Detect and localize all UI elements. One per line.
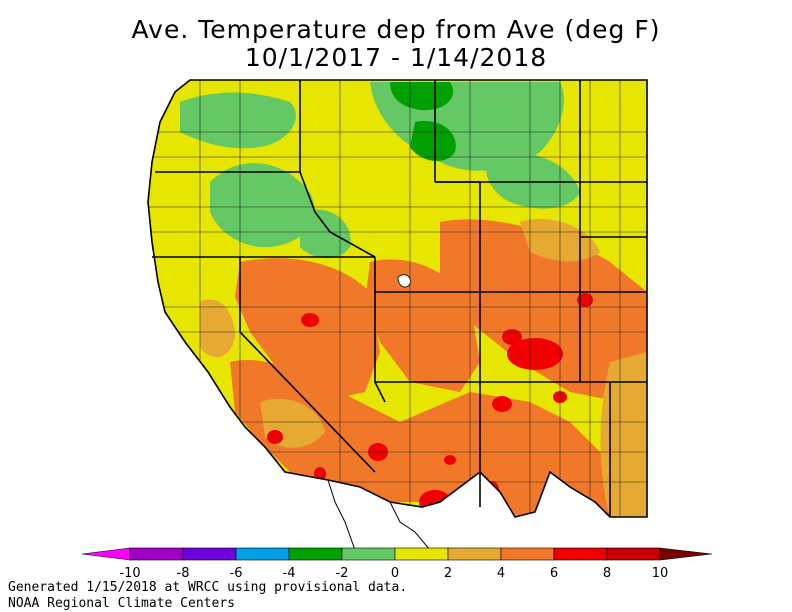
cool-zone-washington [180, 92, 296, 149]
legend-bin-below-min [81, 547, 131, 561]
legend-bin [394, 547, 449, 561]
cool-zone-oregon [210, 163, 315, 248]
legend-tick-label: -8 [177, 566, 190, 580]
region-outline [147, 79, 648, 518]
cool-zone-wyoming [486, 151, 580, 209]
legend-tick-label: -4 [283, 566, 296, 580]
legend-bin [235, 547, 290, 561]
hot-spot-nevada [301, 313, 319, 327]
legend-tick-label: 8 [603, 566, 611, 580]
western-us-map [147, 79, 648, 550]
hot-spot-new-mexico-north [492, 396, 512, 412]
temperature-departure-map [140, 62, 650, 550]
map-date-range: 10/1/2017 - 1/14/2018 [244, 43, 548, 72]
ca-nv-border [239, 257, 376, 473]
legend-bin [182, 547, 237, 561]
legend-bin-above-max [659, 547, 713, 561]
legend-tick-label: 6 [550, 566, 558, 580]
legend-bin [447, 547, 502, 561]
idaho-west-border [299, 80, 376, 258]
baja-coast [327, 479, 356, 550]
cold-zone-montana-central [410, 121, 456, 162]
temperature-field [148, 80, 647, 517]
hot-spot-arizona-central [444, 455, 456, 465]
legend-bin [553, 547, 608, 561]
sonora-coast [389, 501, 431, 550]
generated-note: Generated 1/15/2018 at WRCC using provis… [8, 580, 408, 595]
legend-bin [500, 547, 555, 561]
legend-bin [341, 547, 396, 561]
legend-bin [606, 547, 661, 561]
state-boundaries [147, 79, 648, 518]
legend-tick-label: 0 [391, 566, 399, 580]
mild-warm-zone-texas [600, 352, 647, 517]
hot-spot-california-south [267, 430, 283, 444]
county-grid-horizontal [148, 131, 647, 483]
legend-bin [129, 547, 184, 561]
hot-spot-colorado-west [502, 329, 522, 345]
hot-spot-arizona-south [419, 490, 451, 514]
legend-bin [288, 547, 343, 561]
color-scale-legend: -10 -8 -6 -4 -2 0 2 4 6 8 10 [0, 540, 792, 581]
mild-warm-zone-california [200, 299, 235, 358]
map-title: Ave. Temperature dep from Ave (deg F) [131, 15, 661, 44]
legend-tick-label: 4 [497, 566, 505, 580]
mexico-coast [327, 479, 431, 550]
legend-tick-label: -2 [336, 566, 349, 580]
hot-spot-colorado [507, 338, 563, 370]
legend-tick-label: -10 [119, 566, 140, 580]
hot-spot-colorado-east [577, 293, 593, 307]
source-credit: NOAA Regional Climate Centers [8, 596, 235, 611]
legend-tick-label: 10 [652, 566, 669, 580]
warm-zone-nevada [235, 258, 380, 402]
cold-zone-montana-north [390, 82, 454, 111]
legend-tick-label: -6 [230, 566, 243, 580]
great-salt-lake [397, 274, 411, 288]
legend-tick-label: 2 [444, 566, 452, 580]
warm-zone-colorado-wyoming [440, 219, 647, 402]
county-lines [148, 80, 647, 517]
color-scale-bar: -10 -8 -6 -4 -2 0 2 4 6 8 10 [81, 547, 713, 581]
cool-zone-idaho [300, 209, 351, 259]
